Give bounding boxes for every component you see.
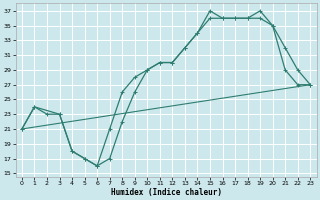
X-axis label: Humidex (Indice chaleur): Humidex (Indice chaleur) <box>111 188 221 197</box>
